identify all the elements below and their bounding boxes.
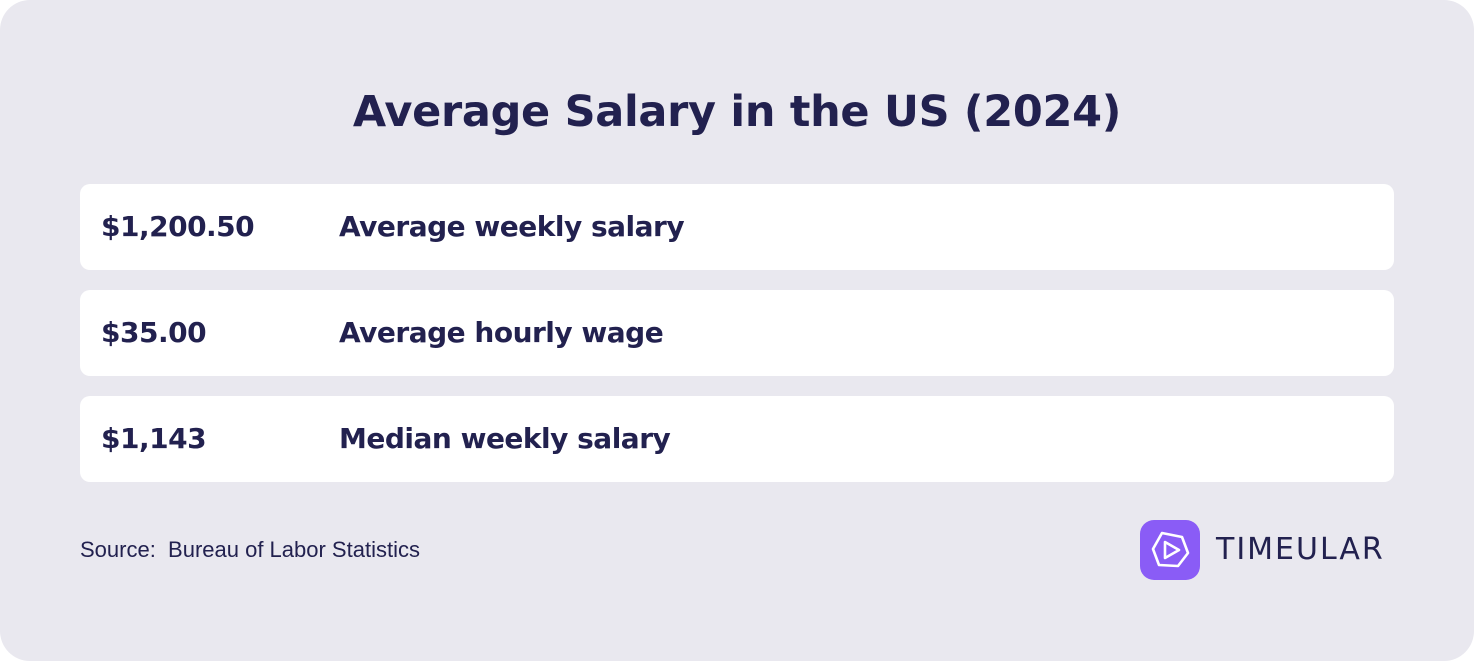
- stat-label: Average hourly wage: [339, 316, 664, 349]
- stat-value: $1,143: [101, 422, 207, 455]
- page-title: Average Salary in the US (2024): [352, 87, 1122, 137]
- source-note: Source: Bureau of Labor Statistics: [80, 537, 420, 562]
- stat-row-average-hourly-wage: $35.00 Average hourly wage: [80, 290, 1394, 376]
- stat-row-median-weekly-salary: $1,143 Median weekly salary: [80, 396, 1394, 482]
- stat-value: $1,200.50: [101, 210, 255, 243]
- stat-label: Average weekly salary: [339, 210, 685, 243]
- brand-name: TIMEULAR: [1216, 532, 1385, 567]
- stat-value: $35.00: [101, 316, 207, 349]
- stats-list: $1,200.50 Average weekly salary $35.00 A…: [80, 184, 1394, 502]
- brand-logo: TIMEULAR: [1140, 520, 1385, 580]
- stat-row-average-weekly-salary: $1,200.50 Average weekly salary: [80, 184, 1394, 270]
- stat-label: Median weekly salary: [339, 422, 671, 455]
- timeular-logo-icon: [1140, 520, 1200, 580]
